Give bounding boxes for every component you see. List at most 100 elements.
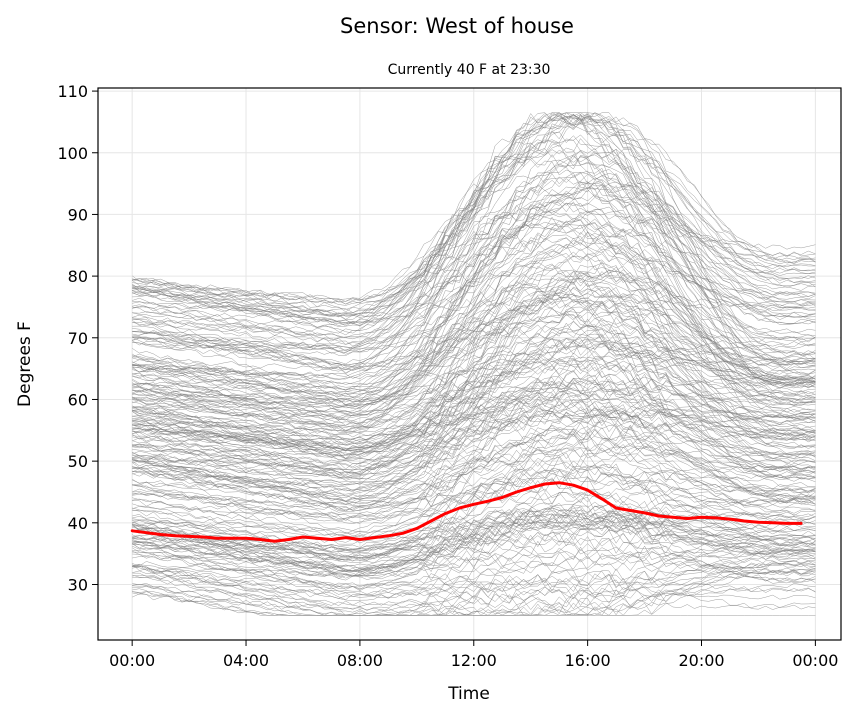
history-line-188 (132, 519, 816, 564)
history-line-59 (132, 343, 816, 481)
history-line-106 (132, 409, 816, 471)
y-tick-label-7: 100 (57, 144, 88, 163)
history-line-196 (132, 452, 816, 534)
history-line-254 (132, 183, 816, 303)
y-tick-label-0: 30 (68, 575, 88, 594)
history-line-125 (132, 523, 816, 579)
history-line-253 (132, 112, 816, 306)
history-line-175 (132, 398, 816, 458)
history-line-190 (132, 537, 816, 588)
history-line-124 (132, 149, 816, 302)
history-line-77 (132, 189, 816, 347)
history-line-223 (132, 112, 816, 374)
history-line-176 (132, 467, 816, 538)
history-line-248 (132, 570, 816, 616)
history-line-151 (132, 112, 816, 329)
history-line-255 (132, 275, 816, 452)
history-line-72 (132, 398, 816, 474)
history-line-235 (132, 496, 816, 577)
history-line-198 (132, 358, 816, 491)
history-line-245 (132, 131, 816, 341)
history-line-193 (132, 548, 816, 616)
y-tick-label-6: 90 (68, 205, 88, 224)
history-line-227 (132, 112, 816, 310)
history-line-246 (132, 301, 816, 501)
history-line-94 (132, 550, 816, 598)
history-line-186 (132, 197, 816, 414)
history-line-130 (132, 566, 816, 611)
history-line-107 (132, 412, 816, 492)
y-axis: 30 40 50 60 70 80 90 100 110 (57, 82, 98, 594)
history-line-108 (132, 223, 816, 305)
history-line-183 (132, 210, 816, 327)
history-line-4 (132, 511, 816, 559)
history-line-13 (132, 523, 816, 572)
history-line-244 (132, 375, 816, 471)
history-line-208 (132, 387, 816, 448)
history-line-11 (132, 180, 816, 355)
history-line-91 (132, 282, 816, 379)
history-line-70 (132, 491, 816, 577)
x-tick-label-3: 12:00 (451, 651, 497, 670)
history-line-46 (132, 333, 816, 434)
history-line-143 (132, 515, 816, 567)
y-tick-label-4: 70 (68, 329, 88, 348)
history-line-68 (132, 557, 816, 596)
history-line-166 (132, 509, 816, 544)
history-line-123 (132, 148, 816, 336)
history-line-41 (132, 283, 816, 352)
history-line-116 (132, 555, 816, 599)
history-line-45 (132, 431, 816, 501)
history-line-51 (132, 464, 816, 524)
chart-title: Sensor: West of house (340, 14, 574, 38)
history-line-216 (132, 295, 816, 385)
history-line-163 (132, 327, 816, 459)
plot-frame (97, 87, 842, 641)
history-line-76 (132, 455, 816, 545)
history-line-111 (132, 117, 816, 351)
history-line-109 (132, 517, 816, 572)
history-line-257 (132, 231, 816, 428)
history-line-215 (132, 232, 816, 349)
history-line-104 (132, 170, 816, 316)
history-line-200 (132, 551, 816, 590)
x-axis-label: Time (447, 684, 490, 704)
history-line-25 (132, 498, 816, 562)
history-line-146 (132, 400, 816, 462)
x-tick-label-5: 20:00 (678, 651, 724, 670)
history-line-120 (132, 292, 816, 459)
history-line-256 (132, 390, 816, 484)
history-line-88 (132, 336, 816, 408)
history-line-197 (132, 270, 816, 393)
history-line-243 (132, 202, 816, 326)
history-line-242 (132, 342, 816, 451)
history-line-177 (132, 426, 816, 519)
history-line-155 (132, 237, 816, 422)
history-line-80 (132, 393, 816, 451)
history-line-230 (132, 324, 816, 380)
history-line-19 (132, 113, 816, 405)
history-line-160 (132, 500, 816, 553)
history-line-161 (132, 410, 816, 511)
history-line-165 (132, 172, 816, 313)
history-line-203 (132, 448, 816, 561)
history-line-57 (132, 230, 816, 415)
history-line-27 (132, 139, 816, 389)
history-line-99 (132, 221, 816, 431)
history-line-220 (132, 187, 816, 419)
history-line-156 (132, 528, 816, 591)
history-line-145 (132, 532, 816, 578)
history-line-199 (132, 380, 816, 531)
history-line-138 (132, 479, 816, 575)
history-line-250 (132, 383, 816, 452)
chart-subtitle: Currently 40 F at 23:30 (388, 62, 551, 78)
y-axis-label: Degrees F (15, 321, 35, 407)
history-line-114 (132, 499, 816, 572)
history-line-204 (132, 114, 816, 325)
history-line-89 (132, 507, 816, 561)
y-tick-label-8: 110 (57, 82, 88, 101)
history-line-217 (132, 566, 816, 607)
history-line-241 (132, 115, 816, 318)
history-line-195 (132, 414, 816, 519)
